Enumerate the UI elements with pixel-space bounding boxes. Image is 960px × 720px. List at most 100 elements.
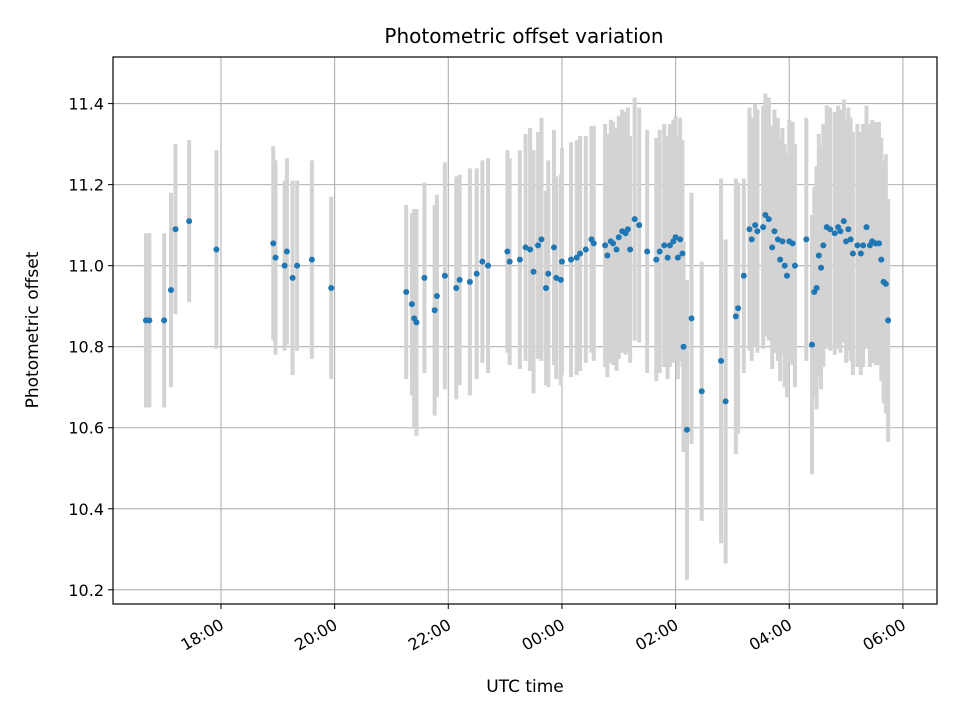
data-point (885, 317, 892, 324)
data-point (283, 248, 290, 255)
data-point (631, 216, 638, 223)
data-point (679, 250, 686, 257)
data-point (146, 317, 153, 324)
data-point (882, 280, 889, 287)
data-point (791, 262, 798, 269)
data-point (863, 224, 870, 231)
data-point (748, 236, 755, 243)
data-point (722, 398, 729, 405)
y-tick-label: 10.6 (68, 419, 104, 438)
data-point (781, 262, 788, 269)
y-tick-label: 11.4 (68, 95, 104, 114)
y-tick-label: 10.4 (68, 500, 104, 519)
data-point (433, 293, 440, 300)
data-point (857, 250, 864, 257)
x-tick-label: 00:00 (519, 615, 568, 655)
data-point (604, 252, 611, 259)
data-point (516, 256, 523, 263)
data-point (506, 258, 513, 265)
data-point (421, 274, 428, 281)
data-point (272, 254, 279, 261)
x-axis-label: UTC time (486, 677, 564, 697)
data-point (627, 246, 634, 253)
data-point (577, 250, 584, 257)
data-point (718, 357, 725, 364)
data-point (783, 272, 790, 279)
data-point (777, 256, 784, 263)
data-point (582, 246, 589, 253)
data-point (453, 284, 460, 291)
data-point (590, 240, 597, 247)
data-point (876, 240, 883, 247)
data-point (779, 238, 786, 245)
data-point (602, 242, 609, 249)
data-point (558, 258, 565, 265)
data-point (568, 256, 575, 263)
data-point (688, 315, 695, 322)
data-point (431, 307, 438, 314)
data-point (403, 289, 410, 296)
x-tick-label: 20:00 (291, 615, 340, 655)
data-point (878, 256, 885, 263)
y-tick-label: 10.8 (68, 338, 104, 357)
data-point (771, 228, 778, 235)
data-point (683, 426, 690, 433)
x-tick-label: 18:00 (178, 615, 227, 655)
y-axis-label: Photometric offset (23, 251, 43, 408)
data-point (530, 268, 537, 275)
data-point (172, 226, 179, 233)
data-point (774, 236, 781, 243)
data-point (545, 270, 552, 277)
error-bars (143, 93, 891, 580)
data-point (818, 264, 825, 271)
data-point (161, 317, 168, 324)
data-point (466, 278, 473, 285)
x-tick-label: 04:00 (746, 615, 795, 655)
data-point (860, 242, 867, 249)
data-point (653, 256, 660, 263)
data-point (820, 242, 827, 249)
data-point (186, 218, 193, 225)
data-point (754, 228, 761, 235)
data-point (557, 276, 564, 283)
x-axis: 18:00 20:00 22:00 00:00 02:00 04:00 06:00 (178, 604, 909, 655)
data-point (674, 254, 681, 261)
data-point (847, 236, 854, 243)
data-point (473, 270, 480, 277)
data-point (270, 240, 277, 247)
data-point (167, 286, 174, 293)
data-point (538, 236, 545, 243)
data-point (849, 250, 856, 257)
data-point (752, 222, 759, 229)
data-point (294, 262, 301, 269)
x-tick-label: 06:00 (859, 615, 908, 655)
data-points (142, 212, 892, 433)
data-point (740, 272, 747, 279)
data-point (837, 228, 844, 235)
data-point (746, 226, 753, 233)
data-point (661, 242, 668, 249)
data-point (827, 226, 834, 233)
data-point (479, 258, 486, 265)
data-point (840, 218, 847, 225)
data-point (535, 242, 542, 249)
data-point (328, 284, 335, 291)
chart-title: Photometric offset variation (384, 24, 663, 48)
data-point (644, 248, 651, 255)
data-point (789, 240, 796, 247)
data-point (765, 216, 772, 223)
data-point (762, 212, 769, 219)
data-point (522, 244, 529, 251)
data-point (573, 254, 580, 261)
data-point (213, 246, 220, 253)
data-point (808, 341, 815, 348)
data-point (289, 274, 296, 281)
data-point (485, 262, 492, 269)
data-point (624, 226, 631, 233)
data-point (550, 244, 557, 251)
data-point (843, 238, 850, 245)
data-point (845, 226, 852, 233)
data-point (504, 248, 511, 255)
data-point (543, 284, 550, 291)
data-point (664, 254, 671, 261)
